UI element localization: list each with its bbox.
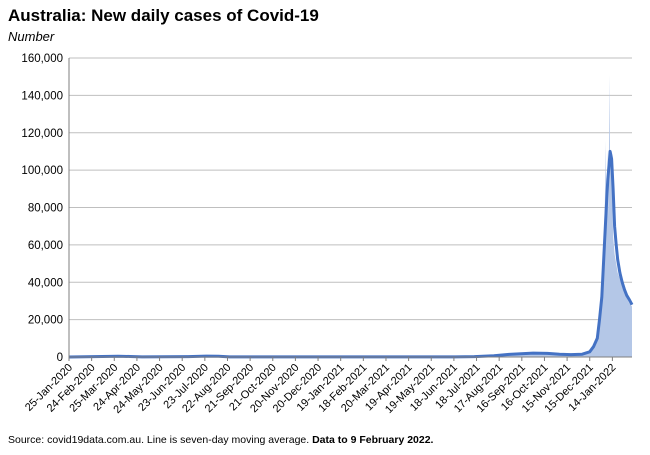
x-axis-ticks: 25-Jan-202024-Feb-202025-Mar-202024-Apr-… [23, 357, 618, 416]
source-text: Source: covid19data.com.au. Line is seve… [8, 434, 313, 446]
y-tick-label: 140,000 [21, 90, 63, 102]
source-note: Source: covid19data.com.au. Line is seve… [8, 434, 433, 446]
seven-day-average-line [68, 149, 634, 359]
y-axis-ticks: 0 20,000 40,000 60,000 80,000 100,000 120,000 1… [21, 53, 63, 364]
source-bold: Data to 9 February 2022. [312, 434, 434, 446]
y-tick-label: 160,000 [21, 53, 63, 65]
axes [68, 58, 632, 358]
y-tick-label: 100,000 [21, 165, 63, 177]
chart-subtitle: Number [8, 29, 55, 44]
y-tick-label: 120,000 [21, 128, 63, 140]
y-tick-label: 0 [57, 352, 63, 364]
y-tick-label: 80,000 [28, 203, 63, 215]
y-tick-label: 20,000 [28, 315, 63, 327]
chart-title: Australia: New daily cases of Covid-19 [8, 6, 319, 25]
gridlines [69, 57, 632, 321]
y-tick-label: 40,000 [28, 277, 63, 289]
daily-cases-area [69, 74, 632, 358]
y-tick-label: 60,000 [28, 240, 63, 252]
